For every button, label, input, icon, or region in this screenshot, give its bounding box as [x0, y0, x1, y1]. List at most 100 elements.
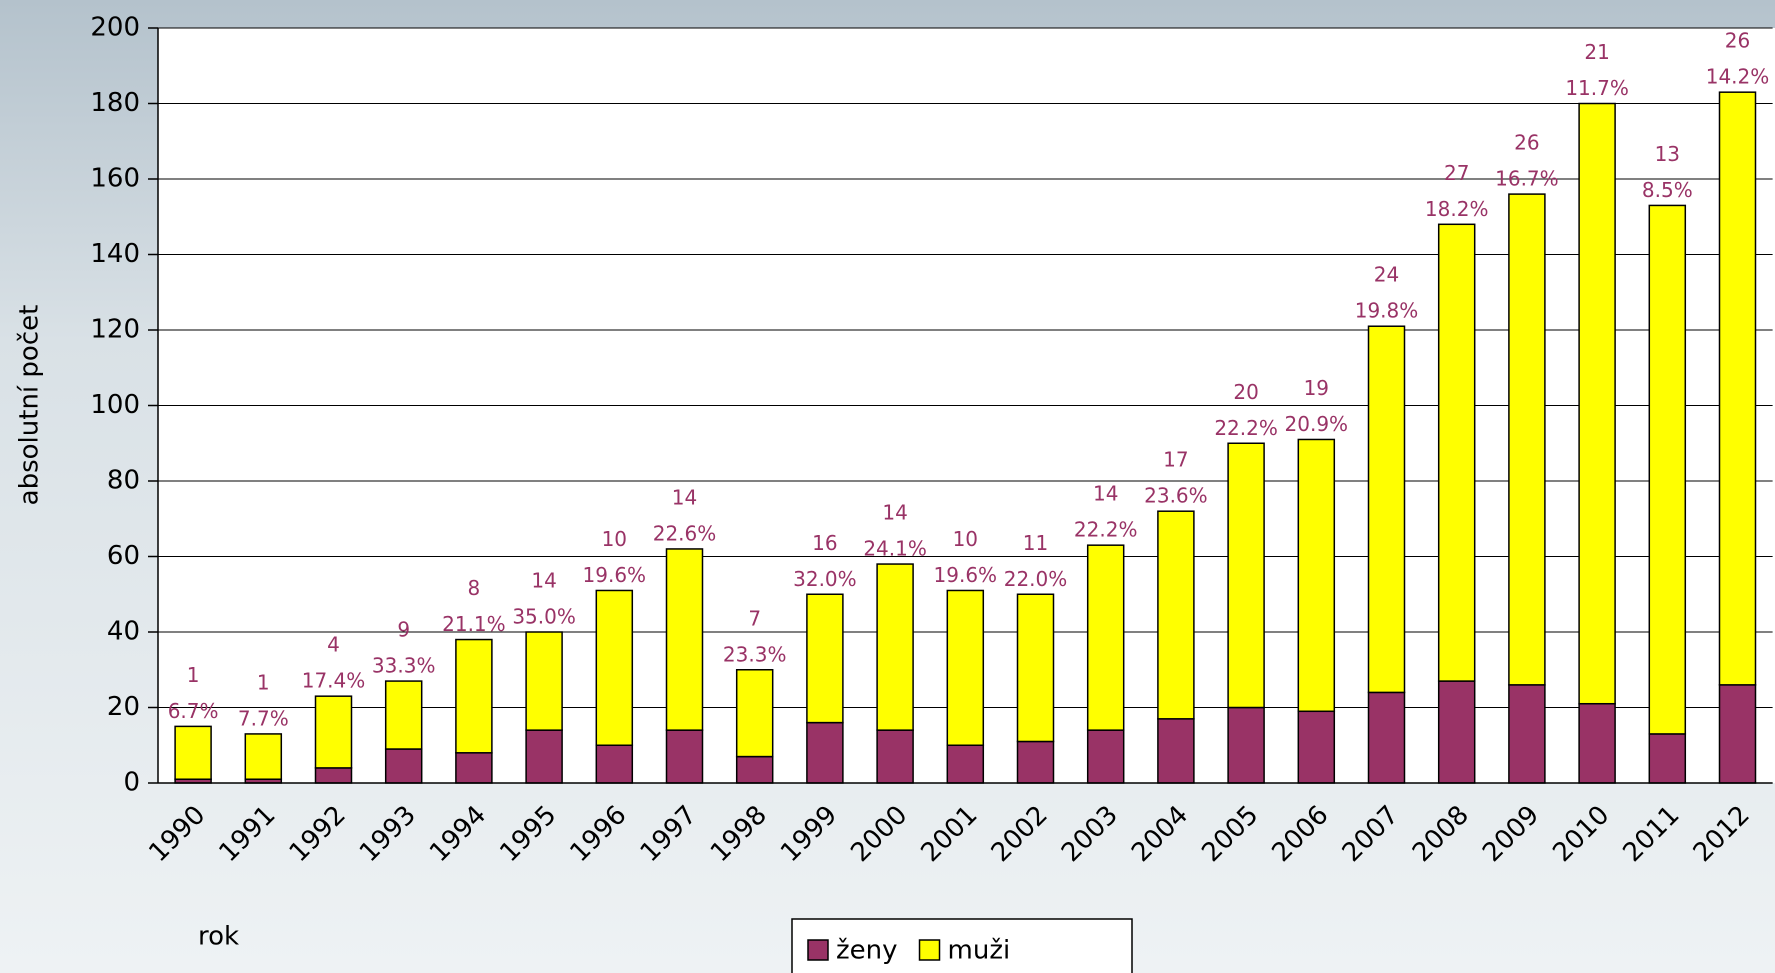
y-tick-label: 0: [123, 768, 140, 798]
legend-label: ženy: [836, 936, 898, 966]
share-label: 32.0%: [793, 567, 857, 591]
share-label: 8.5%: [1642, 178, 1693, 202]
y-tick-label: 60: [107, 541, 140, 571]
bar-segment: [314, 695, 353, 769]
bar-segment: [1718, 91, 1757, 686]
share-label: 21.1%: [442, 612, 506, 636]
bar-segment: [665, 729, 704, 784]
value-label: 7: [748, 606, 761, 630]
bar-segment: [384, 680, 423, 750]
share-label: 24.1%: [863, 537, 927, 561]
bar-segment: [1578, 102, 1616, 705]
value-label: 26: [1725, 29, 1750, 53]
share-label: 20.9%: [1285, 412, 1349, 436]
bar-segment: [1086, 729, 1125, 784]
share-label: 18.2%: [1425, 197, 1489, 221]
value-label: 1: [187, 663, 200, 687]
share-label: 22.0%: [1004, 567, 1068, 591]
bar-segment: [1508, 684, 1546, 784]
bar-segment: [876, 729, 914, 784]
share-label: 19.8%: [1355, 299, 1419, 323]
legend-box: [791, 918, 1133, 973]
bar-segment: [735, 755, 774, 784]
bar-segment: [1437, 223, 1476, 682]
bar-segment: [1297, 438, 1336, 713]
share-label: 22.6%: [653, 521, 717, 545]
share-label: 22.2%: [1074, 518, 1138, 542]
value-label: 1: [257, 670, 270, 694]
bar-segment: [174, 725, 212, 780]
legend-label: muži: [948, 936, 1011, 966]
bar-segment: [1508, 193, 1546, 686]
value-label: 16: [812, 531, 837, 555]
bar-segment: [1016, 593, 1055, 743]
bar-segment: [1718, 684, 1757, 784]
value-label: 17: [1163, 448, 1188, 472]
bar-segment: [525, 631, 563, 731]
bar-segment: [1227, 706, 1265, 784]
bar-segment: [1648, 204, 1687, 735]
value-label: 19: [1304, 376, 1329, 400]
bar-segment: [384, 748, 423, 784]
bar-segment: [735, 669, 774, 758]
value-label: 26: [1514, 131, 1539, 155]
bar-segment: [595, 744, 634, 784]
bar-segment: [876, 563, 914, 731]
x-axis-label: rok: [198, 922, 239, 952]
y-axis-label: absolutní počet: [15, 305, 45, 506]
share-label: 19.6%: [583, 563, 647, 587]
bar-segment: [806, 721, 844, 784]
y-tick-label: 180: [90, 88, 140, 118]
share-label: 6.7%: [168, 699, 219, 723]
bar-segment: [1578, 702, 1616, 784]
share-label: 33.3%: [372, 654, 436, 678]
bar-segment: [1437, 680, 1476, 784]
bar-segment: [1648, 733, 1687, 784]
y-tick-label: 200: [90, 13, 140, 43]
share-label: 19.6%: [934, 563, 998, 587]
share-label: 23.3%: [723, 642, 787, 666]
bar-segment: [946, 744, 985, 784]
value-label: 24: [1374, 263, 1399, 287]
share-label: 7.7%: [238, 706, 289, 730]
value-label: 21: [1584, 40, 1609, 64]
bar-segment: [946, 589, 985, 746]
share-label: 11.7%: [1565, 76, 1629, 100]
y-tick-label: 100: [90, 390, 140, 420]
value-label: 27: [1444, 161, 1469, 185]
y-tick-label: 40: [107, 617, 140, 647]
value-label: 11: [1023, 531, 1048, 555]
bar-segment: [1157, 718, 1195, 784]
share-label: 35.0%: [512, 605, 576, 629]
value-label: 10: [602, 527, 627, 551]
bar-segment: [1367, 325, 1406, 694]
bar-segment: [1367, 691, 1406, 784]
bar-segment: [455, 752, 493, 784]
share-label: 17.4%: [302, 669, 366, 693]
y-tick-label: 20: [107, 692, 140, 722]
bar-segment: [314, 767, 353, 784]
bar-segment: [244, 733, 283, 780]
bar-segment: [1297, 710, 1336, 784]
value-label: 14: [531, 569, 556, 593]
bar-segment: [595, 589, 634, 746]
value-label: 14: [882, 501, 907, 525]
bar-segment: [1157, 510, 1195, 720]
bar-segment: [1086, 544, 1125, 731]
share-label: 23.6%: [1144, 484, 1208, 508]
y-tick-label: 160: [90, 164, 140, 194]
value-label: 14: [672, 485, 697, 509]
y-tick-label: 140: [90, 239, 140, 269]
value-label: 4: [327, 633, 340, 657]
bar-segment: [1227, 442, 1265, 709]
share-label: 16.7%: [1495, 167, 1559, 191]
y-tick-label: 120: [90, 315, 140, 345]
value-label: 14: [1093, 482, 1118, 506]
value-label: 10: [953, 527, 978, 551]
bar-segment: [665, 548, 704, 731]
bar-segment: [525, 729, 563, 784]
share-label: 14.2%: [1706, 65, 1770, 89]
share-label: 22.2%: [1214, 416, 1278, 440]
bar-segment: [455, 638, 493, 754]
